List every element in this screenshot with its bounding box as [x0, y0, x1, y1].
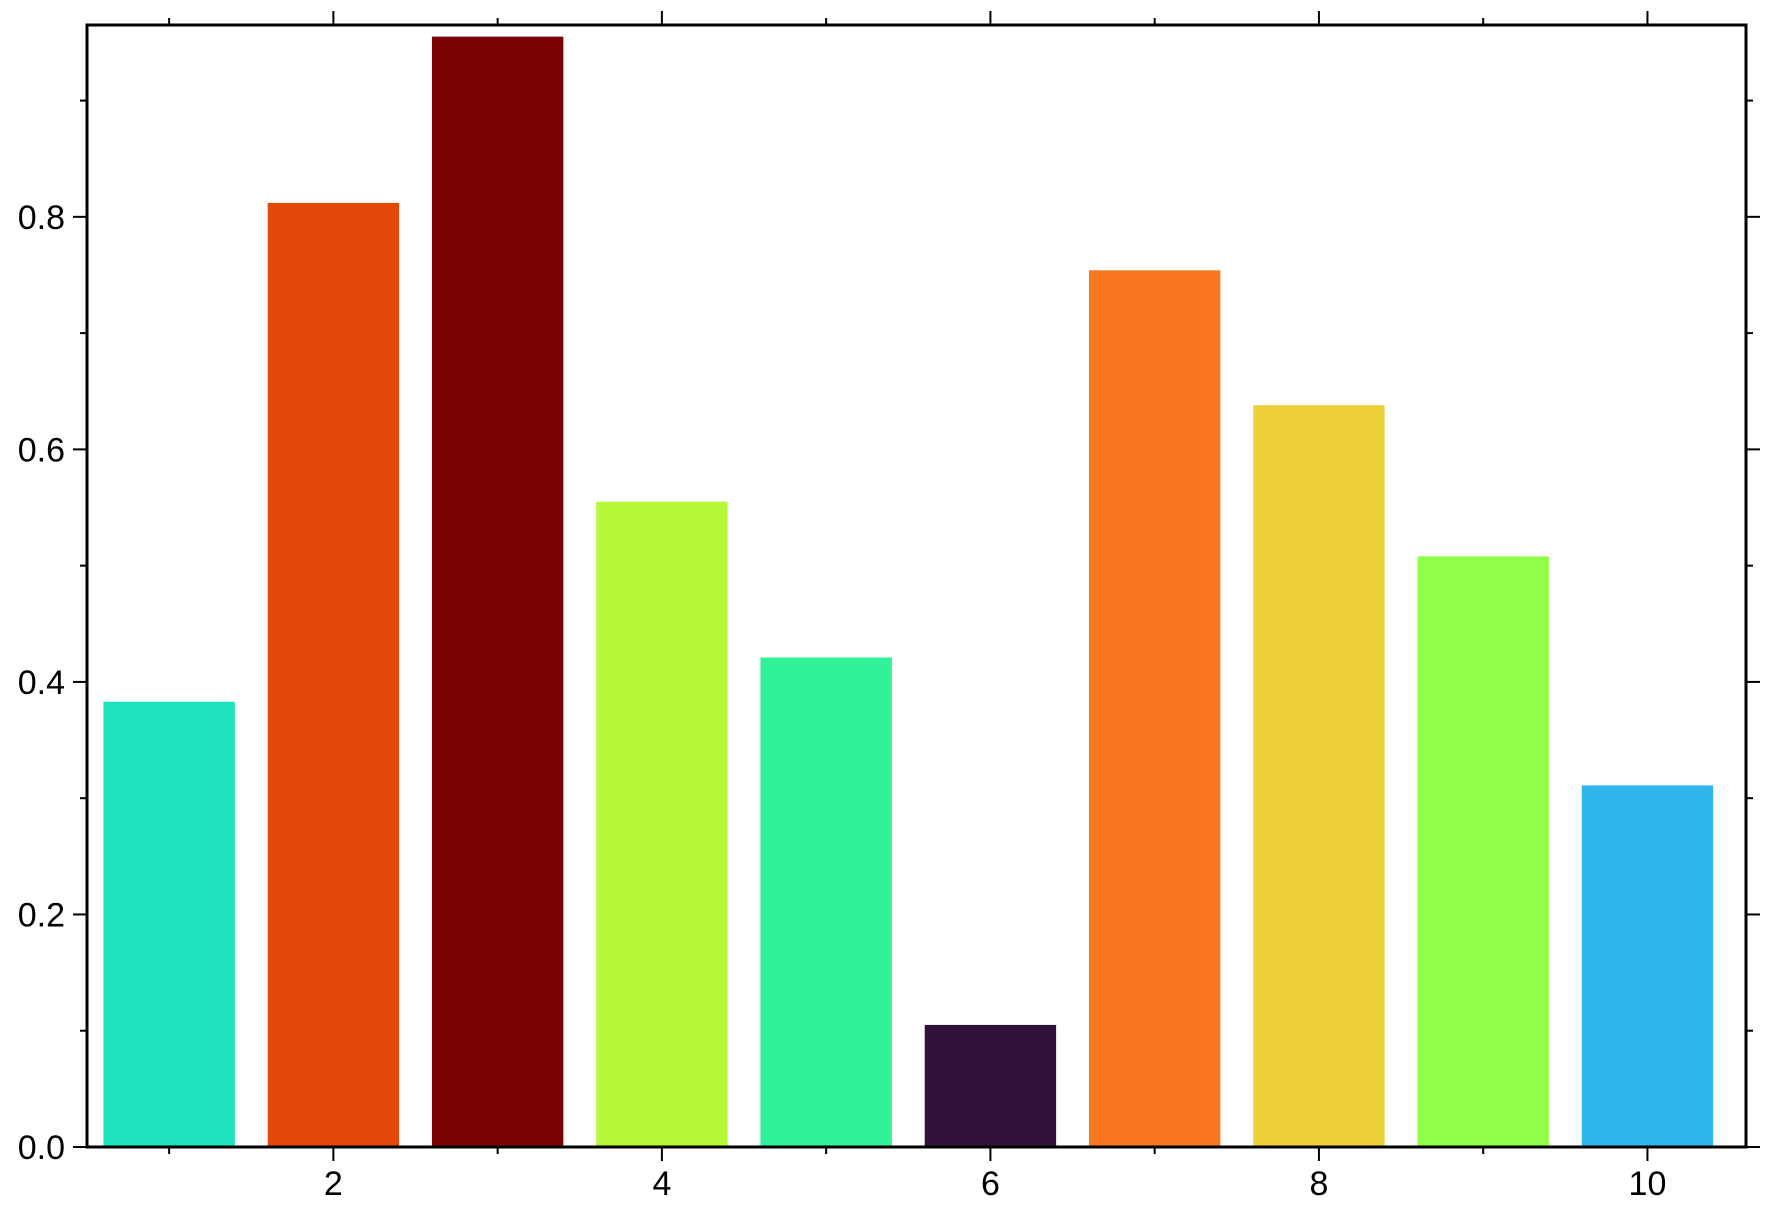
- x-tick-label: 10: [1629, 1165, 1667, 1203]
- bar-2: [267, 202, 400, 1148]
- y-tick-label: 0.6: [18, 431, 65, 469]
- bar-7: [1088, 270, 1221, 1147]
- plot-frame: [85, 23, 1748, 1149]
- bar-8: [1253, 405, 1385, 1147]
- bar-5: [760, 657, 892, 1147]
- bar-1: [103, 701, 235, 1147]
- bar-10: [1581, 785, 1714, 1147]
- y-tick-label: 0.0: [18, 1129, 65, 1167]
- y-tick-label: 0.4: [18, 664, 65, 702]
- x-tick-label: 4: [652, 1165, 671, 1203]
- x-tick-label: 8: [1309, 1165, 1328, 1203]
- bars-layer: [103, 36, 1714, 1148]
- x-tick-label: 2: [324, 1165, 343, 1203]
- bar-6: [924, 1024, 1057, 1147]
- bar-9: [1417, 556, 1549, 1147]
- bar-4: [596, 501, 728, 1147]
- x-tick-label: 6: [981, 1165, 1000, 1203]
- tick-labels-layer: 2 4 6 8 10 0.0 0.2 0.4 0.6 0.8: [18, 199, 1667, 1203]
- bar-3: [431, 36, 564, 1147]
- y-tick-label: 0.8: [18, 199, 65, 237]
- y-tick-label: 0.2: [18, 896, 65, 934]
